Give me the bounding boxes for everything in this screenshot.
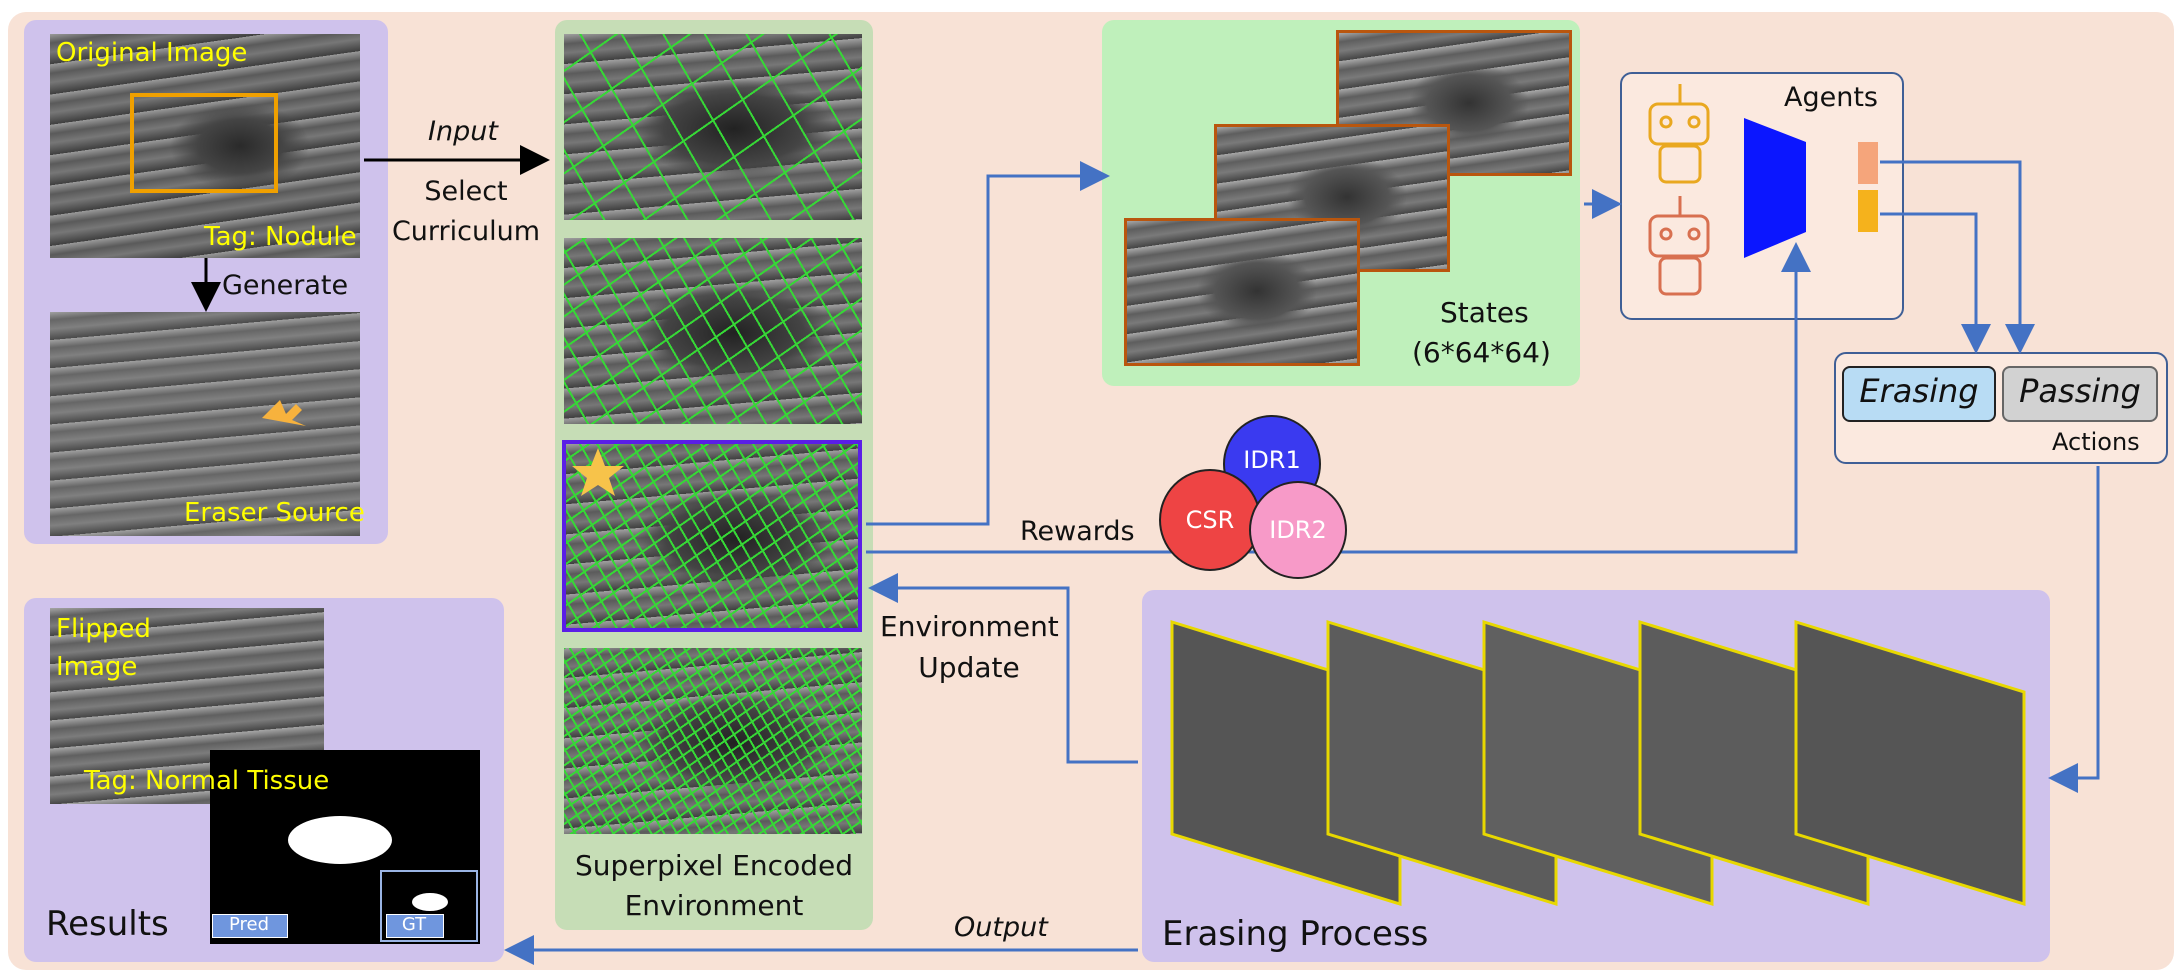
gt-label: GT — [401, 914, 427, 935]
states-label: States — [1440, 296, 1529, 329]
passing-action-label: Passing — [2019, 372, 2141, 410]
pred-badge — [212, 914, 288, 938]
original-ultrasound-image — [50, 34, 360, 258]
superpixel-level-3-selected — [562, 440, 862, 632]
robot-agent-2-icon — [1648, 196, 1710, 296]
results-label: Results — [46, 904, 169, 944]
idr1-label: IDR1 — [1243, 446, 1301, 474]
csr-label: CSR — [1185, 506, 1235, 534]
agent1-to-actions-arrow — [1880, 160, 2035, 354]
environment-update-label: Environment Update — [880, 610, 1059, 684]
agent2-to-actions-arrow — [1880, 212, 1991, 354]
idr2-label: IDR2 — [1269, 516, 1327, 544]
eraser-source-label: Eraser Source — [184, 498, 365, 528]
passing-action-button[interactable] — [2002, 366, 2158, 422]
erasing-process-label: Erasing Process — [1162, 914, 1429, 954]
agents-label: Agents — [1784, 82, 1878, 113]
gt-blob — [412, 893, 448, 911]
superpixel-level-4 — [564, 648, 862, 834]
eraser-source-image — [50, 312, 360, 536]
erasing-action-button[interactable] — [1842, 366, 1996, 422]
generate-label: Generate — [222, 270, 349, 301]
actions-label: Actions — [2052, 428, 2140, 456]
environment-update-arrow — [868, 573, 1138, 764]
superpixel-level-2 — [564, 238, 862, 424]
action-logit-passing — [1858, 190, 1878, 232]
superpixel-level-1 — [564, 34, 862, 220]
normal-tissue-tag: Tag: Normal Tissue — [84, 766, 330, 796]
rewards-label: Rewards — [1020, 516, 1135, 547]
states-dims: (6*64*64) — [1412, 336, 1551, 369]
pointer-arrow-icon — [262, 400, 306, 426]
gt-inset-frame — [380, 870, 478, 942]
output-label: Output — [954, 912, 1048, 943]
flipped-image-label: Flipped Image — [56, 614, 151, 682]
state-slice-front — [1124, 218, 1360, 366]
gt-badge — [386, 914, 444, 938]
robot-agent-1-icon — [1648, 84, 1710, 184]
erasing-action-label: Erasing — [1859, 372, 1979, 410]
idr2-circle — [1249, 481, 1347, 579]
input-label: Input — [428, 116, 498, 147]
select-curriculum-label: Select Curriculum — [391, 176, 541, 247]
pred-label: Pred — [228, 914, 270, 935]
action-logit-erasing — [1858, 142, 1878, 184]
actions-to-erasing-arrow — [2048, 466, 2100, 793]
nodule-tag: Tag: Nodule — [204, 222, 357, 252]
original-image-title: Original Image — [56, 38, 248, 68]
network-funnel-icon — [1744, 118, 1806, 258]
environment-to-states-arrow — [866, 161, 1110, 526]
erasing-frames — [1170, 619, 2026, 907]
environment-label: Superpixel Encoded Environment — [575, 849, 853, 922]
nodule-highlight-box — [130, 93, 278, 193]
star-icon — [572, 448, 624, 496]
pred-blob — [288, 816, 392, 864]
